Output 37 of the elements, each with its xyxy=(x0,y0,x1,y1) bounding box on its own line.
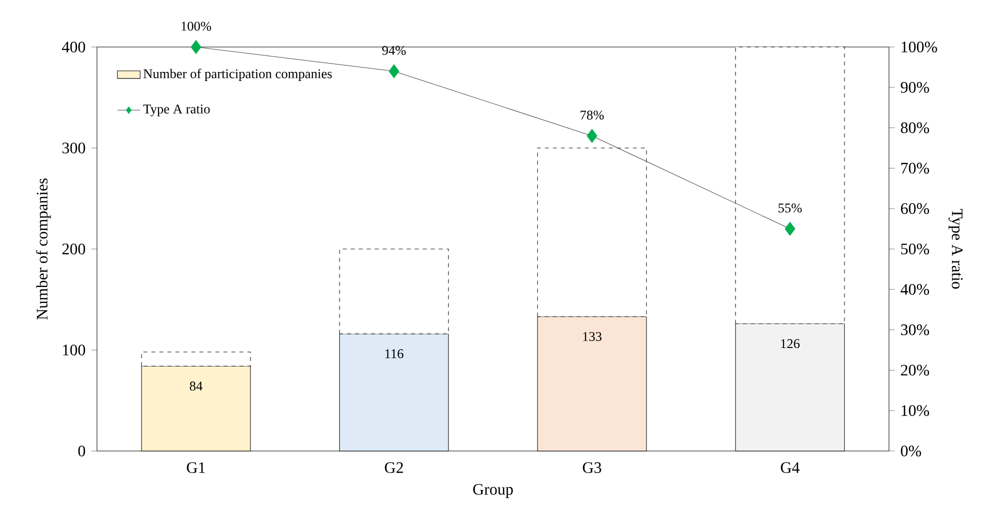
legend-label: Number of participation companies xyxy=(143,68,332,81)
data-label: 84 xyxy=(190,382,202,391)
point xyxy=(388,64,400,78)
y-axis-title: Number of companies xyxy=(36,178,51,320)
data-label: 116 xyxy=(385,349,404,358)
x-axis-title: Group xyxy=(473,484,513,498)
y2-tick-label: 50% xyxy=(901,244,930,254)
y2-tick-label: 100% xyxy=(902,42,938,52)
y2-tick-label: 90% xyxy=(900,82,930,93)
y-tick-label: 200 xyxy=(62,244,86,254)
y2-axis-title: Type A ratio xyxy=(948,208,963,289)
y2-tick-label: 70% xyxy=(901,162,930,174)
point xyxy=(784,222,796,236)
y2-tick-label: 30% xyxy=(901,324,930,336)
data-label: 100% xyxy=(182,22,212,31)
y-tick-label: 100 xyxy=(63,344,86,356)
x-tick-label: G2 xyxy=(384,462,403,474)
data-label: 94% xyxy=(382,46,406,55)
data-label: 126 xyxy=(781,339,800,348)
y2-tick-label: 60% xyxy=(900,203,930,214)
y-tick-label: 300 xyxy=(62,142,86,154)
y2-tick-label: 20% xyxy=(901,364,930,376)
x-tick-label: G3 xyxy=(582,462,602,474)
y2-tick-label: 80% xyxy=(900,122,930,134)
y2-tick-label: 10% xyxy=(902,405,930,416)
point xyxy=(586,128,598,143)
data-label: 133 xyxy=(583,332,602,342)
data-label: 55% xyxy=(778,203,802,213)
data-label: 78% xyxy=(580,110,604,120)
point xyxy=(190,40,202,54)
legend-label: Type A ratio xyxy=(143,104,210,116)
x-tick-label: G1 xyxy=(186,462,205,474)
y2-tick-label: 0% xyxy=(900,446,922,456)
y2-tick-label: 40% xyxy=(900,284,930,295)
y-tick-label: 0 xyxy=(78,446,86,456)
x-tick-label: G4 xyxy=(780,462,800,474)
y-tick-label: 400 xyxy=(62,42,86,52)
